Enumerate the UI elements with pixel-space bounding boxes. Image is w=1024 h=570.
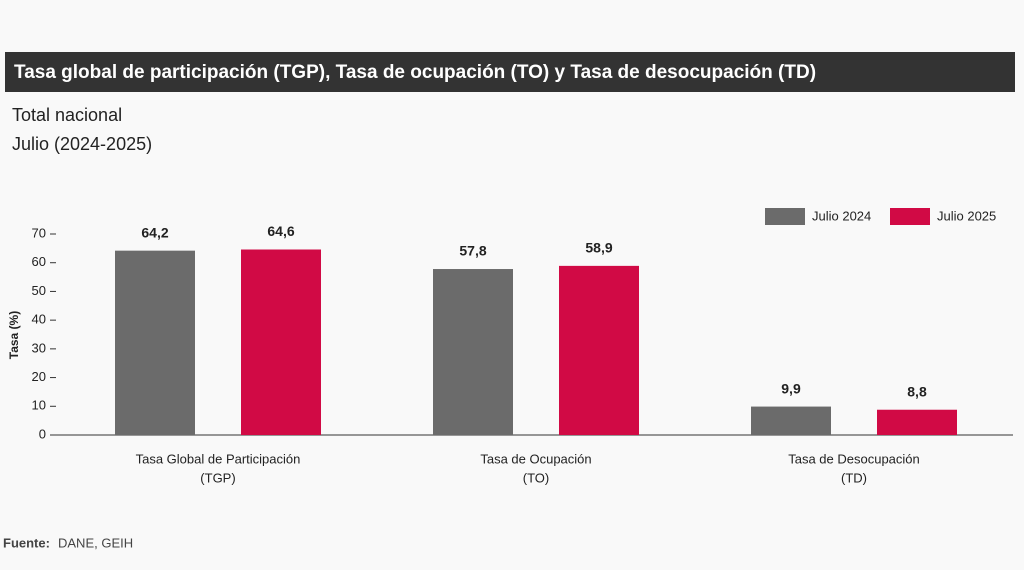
subtitle: Total nacional — [12, 105, 122, 125]
x-tick-label: Tasa Global de Participación — [136, 451, 301, 466]
x-tick-label: (TD) — [841, 470, 867, 485]
x-tick-label: (TGP) — [200, 470, 235, 485]
bar — [433, 269, 513, 435]
y-tick-label: 50 — [32, 283, 46, 298]
title-bar — [5, 52, 1015, 92]
value-label: 64,6 — [267, 223, 294, 239]
value-label: 58,9 — [585, 240, 612, 256]
bar — [877, 409, 957, 435]
bar — [751, 406, 831, 435]
y-tick-label: 30 — [32, 340, 46, 355]
legend-label: Julio 2024 — [812, 208, 871, 223]
value-label: 57,8 — [459, 243, 486, 259]
y-tick-label: 20 — [32, 369, 46, 384]
source-label: Fuente: — [3, 535, 50, 550]
y-tick-label: 60 — [32, 254, 46, 269]
bar — [559, 265, 639, 435]
value-label: 8,8 — [907, 383, 927, 399]
bar — [241, 249, 321, 435]
bar — [115, 250, 195, 435]
value-label: 64,2 — [141, 224, 168, 240]
x-tick-label: Tasa de Desocupación — [788, 451, 920, 466]
y-tick-label: 10 — [32, 398, 46, 413]
legend-swatch — [890, 208, 930, 225]
y-axis-label: Tasa (%) — [7, 311, 21, 359]
legend-swatch — [765, 208, 805, 225]
subtitle: Julio (2024-2025) — [12, 134, 152, 154]
y-tick-label: 40 — [32, 312, 46, 327]
x-tick-label: Tasa de Ocupación — [480, 451, 591, 466]
source-text: DANE, GEIH — [58, 535, 133, 550]
legend-label: Julio 2025 — [937, 208, 996, 223]
y-tick-label: 70 — [32, 225, 46, 240]
x-tick-label: (TO) — [523, 470, 549, 485]
chart-title: Tasa global de participación (TGP), Tasa… — [14, 62, 816, 83]
value-label: 9,9 — [781, 380, 801, 396]
y-tick-label: 0 — [39, 426, 46, 441]
